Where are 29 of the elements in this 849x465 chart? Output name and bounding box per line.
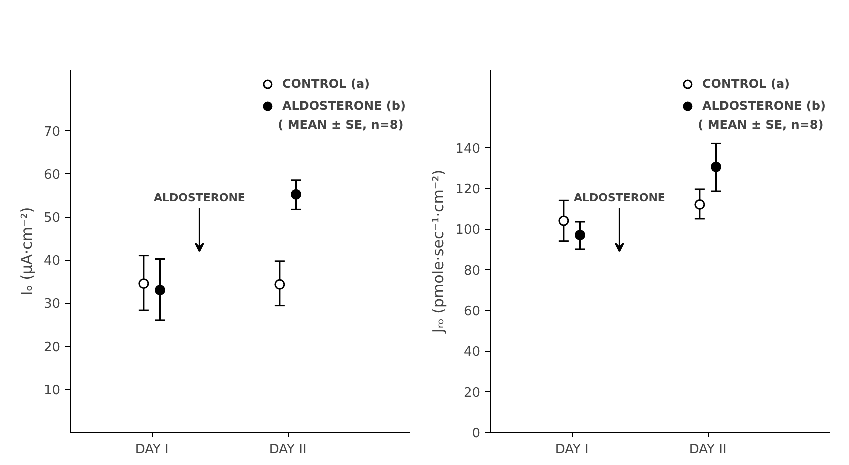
x-tick-label: DAY I (135, 442, 169, 458)
legend-label: CONTROL (a) (282, 77, 370, 91)
y-tick-label: 80 (464, 264, 481, 279)
annotation: ALDOSTERONE (574, 191, 666, 204)
x-tick-label: DAY II (269, 442, 307, 458)
x-tick-label: DAY I (555, 442, 589, 458)
y-tick-label: 20 (44, 340, 61, 356)
y-tick-label: 30 (44, 297, 61, 312)
y-tick-label: 40 (464, 345, 481, 360)
annotation: ( MEAN ± SE, n=8) (698, 118, 824, 132)
annotation: ( MEAN ± SE, n=8) (278, 118, 404, 132)
x-tick-label: DAY II (689, 442, 727, 458)
y-tick-label: 140 (456, 142, 481, 157)
legend-label: ALDOSTERONE (b) (282, 99, 406, 113)
annotation: ALDOSTERONE (154, 191, 246, 204)
legend-label: CONTROL (a) (702, 77, 790, 91)
y-tick-label: 20 (464, 386, 481, 401)
y-tick-label: 120 (456, 182, 481, 198)
y-tick-label: 0 (472, 426, 481, 442)
y-tick-label: 40 (44, 254, 61, 270)
y-axis-title: Iₒ (μA·cm⁻²) (18, 207, 36, 296)
y-tick-label: 70 (44, 124, 61, 140)
y-tick-label: 60 (464, 304, 481, 320)
y-tick-label: 60 (44, 168, 61, 183)
y-tick-label: 10 (44, 383, 61, 398)
y-axis-title: Jᵣₒ (pmole·sec⁻¹·cm⁻²) (430, 170, 448, 334)
y-tick-label: 50 (44, 211, 61, 226)
y-tick-label: 100 (456, 223, 481, 238)
legend-label: ALDOSTERONE (b) (702, 99, 826, 113)
